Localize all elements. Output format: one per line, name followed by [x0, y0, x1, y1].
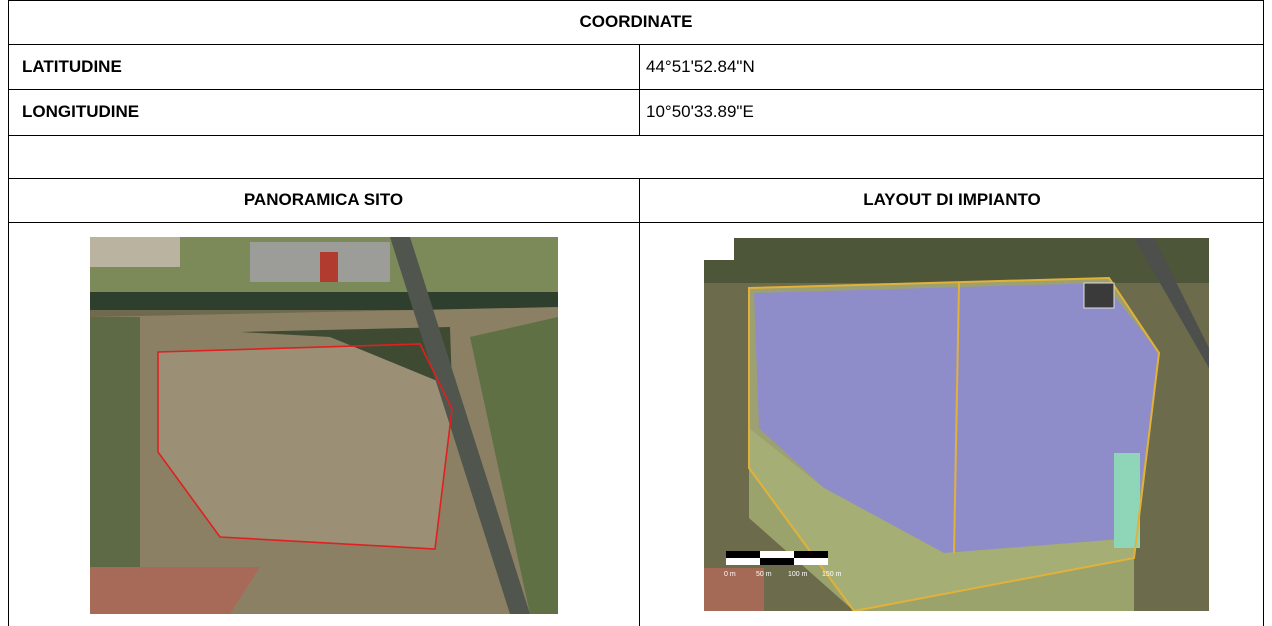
scale-label: 0 m [724, 571, 736, 578]
row-label: LATITUDINE [22, 56, 122, 76]
border [8, 222, 1264, 223]
row-value: 44°51'52.84"N [646, 56, 755, 76]
scale-label: 100 m [788, 571, 808, 578]
section-title: PANORAMICA SITO [243, 190, 404, 209]
scale-label: 150 m [822, 571, 842, 578]
scale-label: 50 m [756, 571, 772, 578]
border [8, 0, 9, 626]
section-title: LAYOUT DI IMPIANTO [863, 190, 1041, 209]
border [8, 89, 1264, 90]
table-title: COORDINATE [579, 12, 693, 31]
row-label: LONGITUDINE [22, 102, 140, 121]
border [8, 44, 1264, 45]
border [639, 44, 640, 136]
site-photo [90, 237, 558, 614]
border [639, 178, 640, 626]
border [8, 135, 1264, 136]
border [8, 178, 1264, 179]
row-value: 10°50'33.89"E [646, 102, 754, 121]
border [8, 0, 1264, 1]
layout-photo: 0 m 50 m 100 m 150 m [704, 238, 1209, 611]
border [1263, 0, 1264, 626]
